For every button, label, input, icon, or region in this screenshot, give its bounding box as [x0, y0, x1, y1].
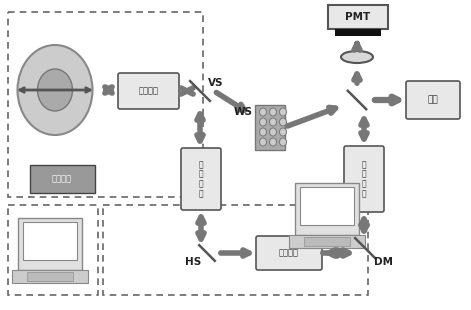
FancyBboxPatch shape: [295, 183, 359, 235]
Ellipse shape: [341, 51, 373, 63]
FancyBboxPatch shape: [300, 187, 354, 225]
Ellipse shape: [269, 118, 276, 126]
Ellipse shape: [260, 108, 267, 116]
Text: PMT: PMT: [345, 12, 371, 22]
FancyBboxPatch shape: [23, 222, 77, 260]
Ellipse shape: [279, 128, 286, 136]
Ellipse shape: [279, 138, 286, 146]
Text: 光源: 光源: [428, 95, 439, 104]
FancyBboxPatch shape: [118, 73, 179, 109]
FancyBboxPatch shape: [255, 105, 285, 150]
FancyBboxPatch shape: [344, 146, 384, 212]
Text: WS: WS: [234, 107, 253, 117]
Text: 扫
描
系
统: 扫 描 系 统: [362, 160, 366, 198]
Text: DM: DM: [374, 257, 393, 267]
Text: 扩束系统: 扩束系统: [138, 86, 159, 95]
Text: VS: VS: [208, 78, 224, 88]
Ellipse shape: [260, 128, 267, 136]
Text: 扫
描
系
统: 扫 描 系 统: [199, 160, 203, 198]
Text: 数据采集: 数据采集: [52, 175, 72, 184]
FancyBboxPatch shape: [27, 272, 73, 281]
FancyBboxPatch shape: [304, 237, 350, 246]
Ellipse shape: [260, 138, 267, 146]
FancyBboxPatch shape: [18, 218, 82, 270]
FancyBboxPatch shape: [406, 81, 460, 119]
Ellipse shape: [279, 108, 286, 116]
Ellipse shape: [269, 128, 276, 136]
Ellipse shape: [269, 108, 276, 116]
Ellipse shape: [17, 45, 92, 135]
FancyBboxPatch shape: [335, 29, 381, 36]
Ellipse shape: [279, 118, 286, 126]
Ellipse shape: [260, 118, 267, 126]
Text: 扩束系统: 扩束系统: [279, 249, 299, 258]
FancyBboxPatch shape: [328, 5, 388, 29]
FancyBboxPatch shape: [289, 235, 365, 248]
Text: HS: HS: [185, 257, 201, 267]
FancyBboxPatch shape: [181, 148, 221, 210]
FancyBboxPatch shape: [30, 165, 95, 193]
Ellipse shape: [38, 69, 73, 111]
FancyBboxPatch shape: [12, 270, 88, 283]
FancyBboxPatch shape: [256, 236, 322, 270]
Ellipse shape: [269, 138, 276, 146]
